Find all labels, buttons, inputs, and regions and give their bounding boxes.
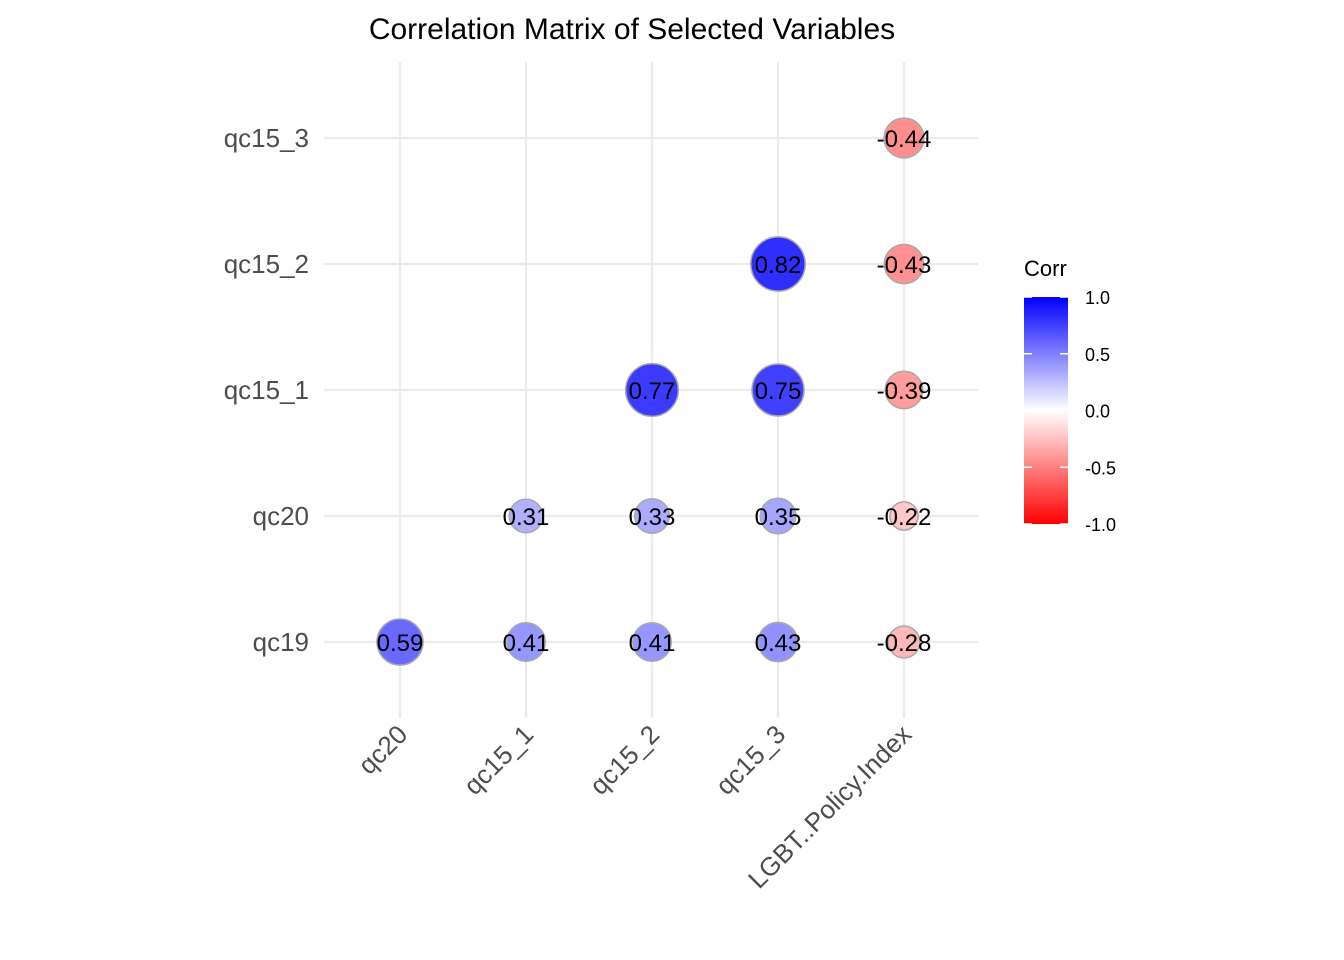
bubble-qc15_3-qc19 (757, 621, 799, 663)
value-label-qc15_2-qc19: 0.41 (629, 630, 676, 657)
value-label-LGBT..Policy.Index-qc15_2: -0.43 (877, 252, 932, 279)
legend-tick-label: -1.0 (1085, 515, 1116, 535)
x-tick-qc20: qc20 (352, 719, 413, 780)
value-labels: 0.59 0.41 0.41 0.43 -0.28 0.31 0.33 0.35 -0.22 0.… (377, 126, 932, 657)
bubble-qc15_2-qc19 (632, 622, 672, 662)
bubble-LGBT..Policy.Index-qc15_1 (884, 370, 924, 410)
bubble-qc15_2-qc15_1 (624, 362, 680, 418)
x-tick-qc15_2: qc15_2 (584, 719, 666, 801)
bubble-qc20-qc19 (376, 618, 424, 666)
value-label-LGBT..Policy.Index-qc15_1: -0.39 (877, 378, 932, 405)
chart-title: Correlation Matrix of Selected Variables (369, 13, 895, 46)
bubbles (376, 117, 925, 666)
bubble-LGBT..Policy.Index-qc15_2 (883, 243, 925, 285)
value-label-qc15_1-qc19: 0.41 (503, 630, 550, 657)
legend-ticks: 1.0 0.5 0.0 -0.5 -1.0 (1024, 288, 1116, 535)
value-label-qc20-qc19: 0.59 (377, 630, 424, 657)
bubble-LGBT..Policy.Index-qc20 (889, 501, 919, 531)
value-label-qc15_2-qc20: 0.33 (629, 504, 676, 531)
color-legend: Corr 1.0 0.5 0.0 -0.5 -1.0 (1024, 256, 1116, 535)
y-axis-ticks: qc19 qc20 qc15_1 qc15_2 qc15_3 (224, 123, 309, 657)
legend-tick-label: -0.5 (1085, 458, 1116, 478)
bubble-qc15_3-qc15_1 (751, 363, 805, 417)
value-label-qc15_1-qc20: 0.31 (503, 504, 550, 531)
value-label-qc15_3-qc15_1: 0.75 (755, 378, 802, 405)
legend-tick-label: 0.5 (1085, 345, 1110, 365)
y-tick-qc15_2: qc15_2 (224, 249, 309, 279)
value-label-LGBT..Policy.Index-qc19: -0.28 (877, 630, 932, 657)
bubble-LGBT..Policy.Index-qc19 (887, 625, 921, 659)
value-label-LGBT..Policy.Index-qc20: -0.22 (877, 504, 932, 531)
y-tick-qc15_1: qc15_1 (224, 375, 309, 405)
y-tick-qc20: qc20 (253, 501, 309, 531)
y-tick-qc15_3: qc15_3 (224, 123, 309, 153)
x-tick-qc15_3: qc15_3 (710, 719, 792, 801)
bubble-qc15_1-qc19 (506, 622, 546, 662)
x-tick-qc15_1: qc15_1 (458, 719, 540, 801)
bubble-qc15_3-qc15_2 (750, 236, 806, 292)
bubble-qc15_3-qc20 (759, 497, 797, 535)
legend-tick-label: 1.0 (1085, 288, 1110, 308)
value-label-qc15_2-qc15_1: 0.77 (629, 378, 676, 405)
legend-title: Corr (1024, 256, 1067, 281)
bubble-LGBT..Policy.Index-qc15_3 (883, 117, 925, 159)
value-label-LGBT..Policy.Index-qc15_3: -0.44 (877, 126, 932, 153)
bubble-qc15_1-qc20 (508, 498, 544, 534)
value-label-qc15_3-qc15_2: 0.82 (755, 252, 802, 279)
value-label-qc15_3-qc20: 0.35 (755, 504, 802, 531)
y-tick-qc19: qc19 (253, 627, 309, 657)
value-label-qc15_3-qc19: 0.43 (755, 630, 802, 657)
bubble-qc15_2-qc20 (634, 498, 670, 534)
legend-tick-label: 0.0 (1085, 402, 1110, 422)
